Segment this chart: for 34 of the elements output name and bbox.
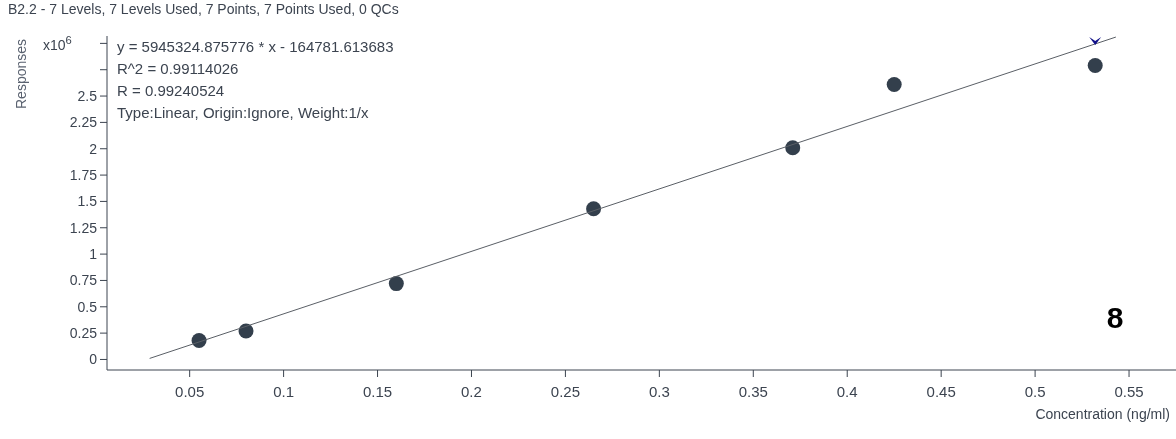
y-tick-label: 0.25 (69, 325, 98, 342)
x-tick-label: 0.3 (648, 383, 670, 400)
y-tick-label: 1.25 (69, 219, 98, 236)
annotation: R = 0.99240524 (117, 82, 225, 99)
x-tick-label: 0.5 (1024, 383, 1046, 400)
y-tick-label: 2 (89, 140, 98, 157)
x-tick-label: 0.35 (738, 383, 768, 400)
annotation: 8 (1106, 301, 1124, 334)
x-tick-label: 0.05 (175, 383, 205, 400)
annotation: y = 5945324.875776 * x - 164781.613683 (117, 38, 394, 55)
point (1087, 58, 1103, 73)
annotation: R^2 = 0.99114026 (117, 60, 239, 77)
x-tick-label: 0.15 (362, 383, 393, 400)
y-tick-label: 1.5 (77, 193, 98, 210)
x-tick-label: 0.1 (273, 383, 295, 400)
point (388, 276, 404, 292)
y-tick-label: 2.25 (69, 114, 98, 131)
y-tick-label: 1 (89, 246, 98, 262)
x-axis-title: Concentration (ng/ml) (1035, 406, 1170, 422)
y-tick-label: 0.75 (69, 272, 98, 289)
point (886, 76, 902, 92)
text: x10$^{6}$ (43, 34, 72, 53)
y-axis-title: Responses (13, 38, 29, 110)
annotation: Type:Linear, Origin:Ignore, Weight:1/x (117, 104, 370, 121)
x-tick-label: 0.2 (461, 383, 482, 400)
x-tick-label: 0.25 (550, 383, 581, 400)
x-tick-label: 0.4 (836, 383, 858, 400)
x-tick-label: 0.45 (926, 383, 956, 400)
x-tick-label: 0.55 (1114, 383, 1144, 400)
y-tick-label: 2.5 (77, 87, 98, 104)
y-tick-label: 0.5 (77, 298, 98, 315)
y-tick-label: 1.75 (69, 166, 98, 183)
y-tick-label: 0 (89, 351, 98, 368)
chart-title: B2.2 - 7 Levels, 7 Levels Used, 7 Points, 7 Points Used, 0 QCs (8, 1, 399, 17)
